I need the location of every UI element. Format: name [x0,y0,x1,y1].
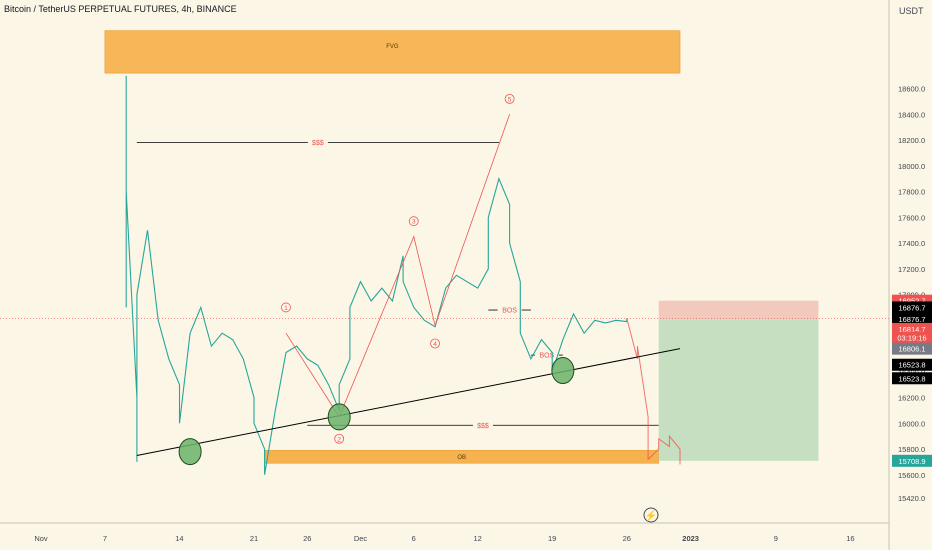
fvg-zone[interactable] [104,30,681,74]
x-tick-label: 14 [175,534,183,543]
x-tick-label: 16 [846,534,854,543]
x-tick-label: Dec [354,534,368,543]
wave-label-circle [334,433,345,444]
y-tick-label: 17800.0 [898,188,925,197]
price-series-line [125,75,628,475]
price-tag-value: 16806.1 [898,345,925,354]
highlight-circle[interactable] [327,403,351,431]
wave-label-number: 5 [508,96,512,103]
x-tick-label: 6 [412,534,416,543]
y-tick-label: 15800.0 [898,445,925,454]
price-tag-value: 15708.9 [898,457,925,466]
svg-text:⚡: ⚡ [645,509,657,522]
elliott-wave-line[interactable] [285,114,510,418]
price-tag [892,331,932,344]
price-tag [892,342,932,355]
wave-label-circle [430,338,440,349]
wave-label-circle [281,302,291,313]
bos-label: BOS [539,353,554,360]
price-tag-value: 16814.7 [898,325,925,334]
price-tag-value: 16876.7 [898,315,925,324]
x-tick-label: 2023 [682,534,699,543]
x-tick-label: 7 [103,534,107,543]
position-target-zone[interactable] [658,319,819,461]
y-tick-label: 18600.0 [898,85,925,94]
price-tag-value: 16876.7 [898,303,925,312]
price-tag-value: 16952.7 [898,297,925,306]
y-tick-label: 15420.0 [898,494,925,503]
wave-label-number: 3 [412,219,416,226]
position-stop-zone[interactable] [658,300,819,320]
x-tick-label: 26 [303,534,311,543]
x-tick-label: Nov [34,534,48,543]
x-tick-label: 26 [623,534,631,543]
price-tag [892,454,932,467]
y-tick-label: 17200.0 [898,265,925,274]
wave-label-number: 2 [337,436,341,443]
y-tick-label: 16200.0 [898,394,925,403]
price-tag [892,358,932,371]
x-tick-label: 21 [250,534,258,543]
projection-line [626,318,681,465]
price-tag-value: 03:19:16 [897,334,926,343]
x-tick-label: 19 [548,534,556,543]
replay-icon[interactable]: ⚡ [643,507,659,523]
wave-label-circle [504,93,515,104]
price-tag-value: 16523.8 [898,361,925,370]
bos-label: BOS [502,308,517,315]
ob-label: OB [457,455,466,461]
trendline[interactable] [136,348,681,457]
price-tag-value: 16523.8 [898,374,925,383]
wave-label-number: 1 [284,305,288,312]
y-tick-label: 18400.0 [898,110,925,119]
price-tag [892,301,932,314]
wave-label-circle [408,216,419,227]
x-tick-label: 12 [473,534,481,543]
highlight-circle[interactable] [551,357,575,385]
y-tick-label: 15600.0 [898,471,925,480]
wave-label-number: 4 [433,341,437,348]
x-tick-label: 9 [774,534,778,543]
price-tag [892,372,932,385]
liquidity-label: $$$ [477,423,489,430]
y-tick-label: 18000.0 [898,162,925,171]
liquidity-label: $$$ [312,140,324,147]
y-tick-label: 17600.0 [898,213,925,222]
y-tick-label: 17400.0 [898,239,925,248]
price-tag [892,313,932,326]
highlight-circle[interactable] [178,438,202,466]
chart-title: Bitcoin / TetherUS PERPETUAL FUTURES, 4h… [4,4,237,14]
y-tick-label: 18200.0 [898,136,925,145]
fvg-label: FVG [386,44,399,50]
y-tick-label: 16000.0 [898,419,925,428]
currency-label: USDT [899,6,924,16]
